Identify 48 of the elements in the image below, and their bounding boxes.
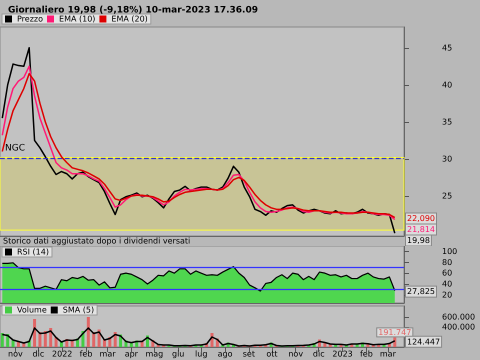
ref-line-label: NGC [5, 144, 25, 154]
y-tick-label: 600.000 [442, 312, 476, 322]
y-tick-label: 60 [442, 268, 452, 278]
legend-label: EMA (20) [111, 14, 148, 24]
x-tick-label: ott [266, 350, 278, 358]
x-tick-label: giu [172, 350, 184, 358]
data-label: 124.447 [407, 337, 440, 346]
y-tick-label: 80 [442, 258, 452, 267]
data-label: 19,98 [407, 236, 430, 246]
x-tick-label: feb [80, 350, 92, 358]
x-tick-label: dic [312, 350, 325, 358]
x-tick-label: ago [218, 350, 233, 358]
y-tick-label: 45 [442, 43, 452, 52]
x-tick-label: apr [124, 350, 139, 358]
x-tick-label: mar [380, 350, 397, 358]
x-tick-label: mag [145, 350, 164, 358]
text: Storico dati aggiustato dopo i dividendi versati [3, 236, 190, 246]
legend-label: SMA (5) [62, 306, 94, 314]
y-tick-label: 35 [442, 117, 452, 126]
legend-label: EMA (10) [59, 14, 96, 24]
legend-label: RSI (14) [17, 248, 49, 256]
bar [0, 333, 4, 347]
data-label: 21,814 [407, 225, 435, 234]
legend-label: Volume [17, 306, 47, 314]
bar [92, 332, 96, 347]
data-label: 191.747 [378, 328, 412, 337]
bar [86, 317, 90, 347]
legend-label: Prezzo [17, 14, 44, 24]
y-tick-label: 30 [442, 154, 452, 164]
line-series [2, 47, 396, 234]
data-label: 22,090 [407, 214, 435, 224]
y-tick-label: 40 [442, 280, 452, 288]
y-tick-label: 100 [442, 246, 458, 256]
x-tick-label: 2023 [332, 350, 353, 358]
x-tick-label: dic [32, 350, 44, 358]
x-tick-label: set [242, 350, 255, 358]
y-tick-label: 25 [442, 191, 452, 200]
x-tick-label: feb [360, 350, 373, 358]
chart-title: Giornaliero 19,98 (-9,18%) 10-mar-2023 17.36.09 [8, 6, 258, 16]
x-tick-label: nov [288, 350, 304, 358]
x-tick-label: mar [100, 350, 116, 358]
x-tick-label: lug [195, 350, 208, 358]
data-label: 27,825 [407, 287, 435, 296]
x-tick-label: 2022 [52, 350, 72, 358]
x-tick-label: nov [8, 350, 23, 358]
y-tick-label: 40 [442, 80, 452, 90]
y-tick-label: 400.000 [442, 322, 476, 332]
y-tick-label: 20 [442, 290, 452, 300]
